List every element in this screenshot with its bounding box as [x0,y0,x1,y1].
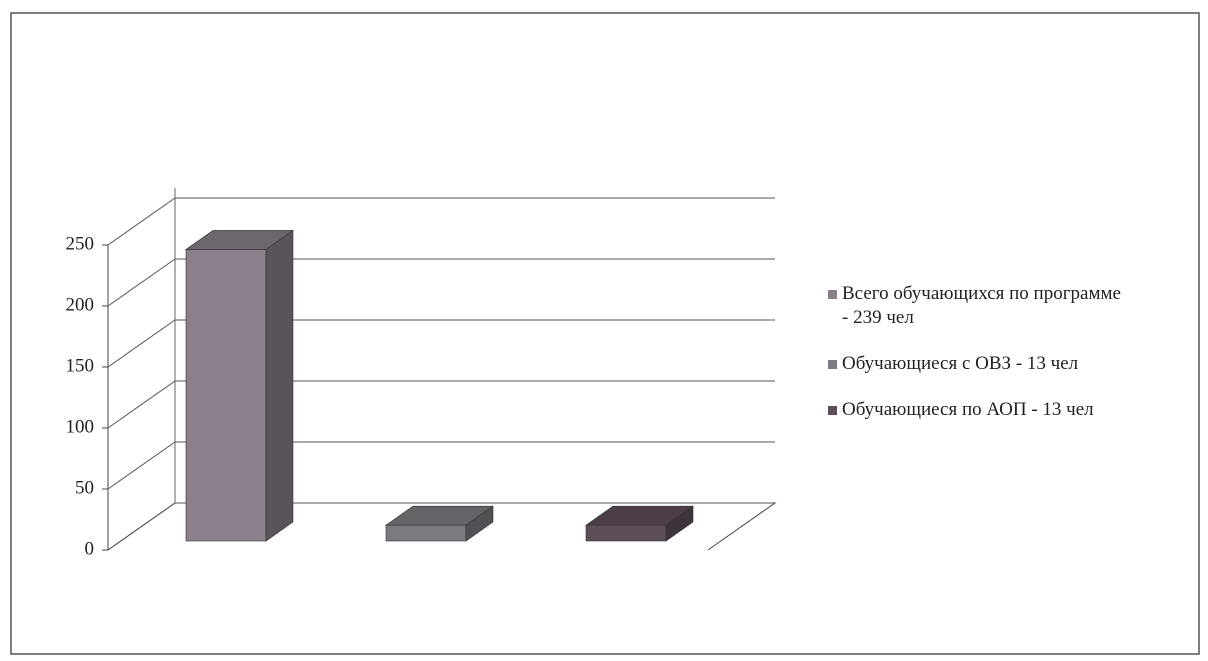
legend-item: Всего обучающихся по программе - 239 чел [828,282,1188,330]
bar-side [265,229,294,542]
bar-top [185,230,294,250]
bar [385,524,467,542]
grid-line-side [107,502,176,551]
chart-frame [10,12,1200,655]
legend-label: Обучающиеся с ОВЗ - 13 чел [842,353,1079,374]
y-tick-label: 100 [66,416,95,437]
legend-item: Обучающиеся с ОВЗ - 13 чел [828,352,1188,376]
bar-top [385,505,494,526]
legend: Всего обучающихся по программе - 239 чел… [828,282,1188,444]
y-tick-label: 200 [66,294,95,315]
legend-label: Всего обучающихся по программе - 239 чел [842,283,1121,328]
bar [185,249,267,542]
grid-line-side [107,319,176,368]
grid-line-side [107,441,176,490]
legend-swatch [828,290,837,299]
y-tick-label: 50 [75,477,94,498]
y-tick-label: 0 [85,538,95,559]
bar-top [585,505,694,526]
grid-line-side [107,258,176,307]
y-tick-label: 150 [66,355,95,376]
legend-swatch [828,360,837,369]
legend-swatch [828,406,837,415]
grid-line-side [107,380,176,429]
grid-line-side [107,197,176,246]
bar [585,524,667,542]
legend-label: Обучающиеся по АОП - 13 чел [842,399,1094,420]
legend-item: Обучающиеся по АОП - 13 чел [828,398,1188,422]
y-tick-label: 250 [66,233,95,254]
